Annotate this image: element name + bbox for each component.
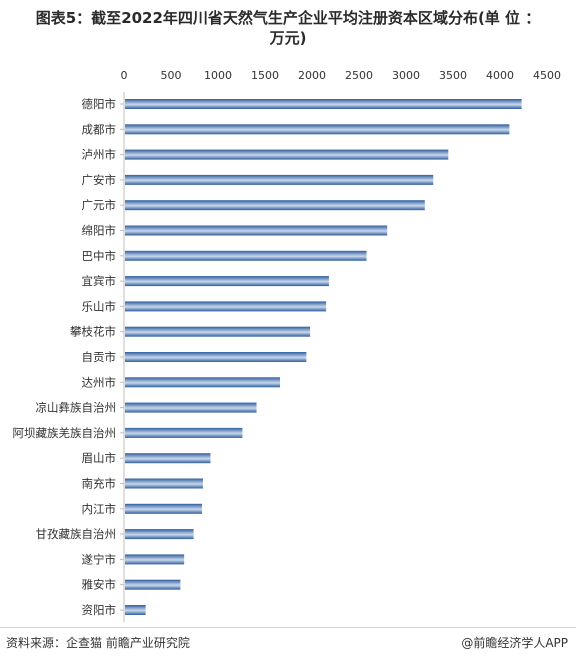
bar [125, 377, 281, 388]
bar [125, 174, 434, 185]
category-label: 巴中市 [82, 249, 117, 263]
x-tick-label: 500 [161, 69, 182, 82]
category-label: 阿坝藏族羌族自治州 [13, 426, 117, 440]
category-label: 成都市 [82, 122, 117, 136]
bar [125, 427, 243, 438]
x-tick-label: 3500 [439, 69, 467, 82]
category-label: 自贡市 [82, 350, 117, 364]
x-axis: 0 500 1000 1500 2000 2500 3000 3500 4000 4500 [121, 69, 562, 82]
bar [125, 225, 388, 236]
x-tick-label: 4500 [533, 69, 561, 82]
category-label: 资阳市 [82, 603, 117, 617]
category-label: 乐山市 [82, 299, 117, 313]
bar [125, 554, 185, 565]
bar [125, 352, 307, 362]
x-tick-label: 3000 [392, 69, 420, 82]
category-label: 泸州市 [82, 148, 117, 162]
bar [125, 503, 203, 514]
source-note: 资料来源：企查猫 前瞻产业研究院 [6, 636, 190, 650]
bar [125, 124, 510, 135]
x-tick-label: 0 [121, 69, 128, 82]
bar [125, 301, 327, 312]
category-label: 眉山市 [82, 451, 117, 465]
category-label: 德阳市 [82, 97, 117, 111]
category-label: 内江市 [82, 502, 117, 516]
x-tick-label: 2500 [345, 69, 373, 82]
category-label: 凉山彝族自治州 [36, 401, 117, 415]
category-labels: 德阳市成都市泸州市广安市广元市绵阳市巴中市宜宾市乐山市攀枝花市自贡市达州市凉山彝… [13, 97, 124, 617]
footer-divider [0, 627, 576, 628]
credit-note: @前瞻经济学人APP [461, 636, 568, 650]
bar [125, 326, 311, 337]
chart-title-line-1: 图表5：截至2022年四川省天然气生产企业平均注册资本区域分布(单 位 ： [35, 9, 541, 27]
category-label: 遂宁市 [82, 552, 117, 566]
category-label: 宜宾市 [82, 274, 117, 288]
category-label: 广安市 [82, 173, 117, 187]
chart-title: 图表5：截至2022年四川省天然气生产企业平均注册资本区域分布(单 位 ： 万元… [0, 8, 576, 48]
x-tick-label: 2000 [298, 69, 326, 82]
bar [125, 276, 329, 287]
bar [125, 453, 211, 464]
bar [125, 579, 181, 590]
bar [125, 529, 194, 540]
chart-title-line-2: 万元) [269, 29, 307, 47]
category-label: 攀枝花市 [70, 325, 116, 339]
bar-series [125, 99, 522, 615]
x-tick-label: 4000 [486, 69, 514, 82]
bar [125, 478, 203, 489]
bar [125, 250, 367, 261]
category-label: 绵阳市 [82, 224, 117, 238]
category-label: 南充市 [82, 477, 117, 491]
category-label: 达州市 [82, 375, 117, 389]
bar [125, 402, 257, 413]
bar [125, 605, 146, 615]
x-tick-label: 1000 [204, 69, 232, 82]
bar [125, 200, 425, 211]
category-label: 广元市 [82, 198, 117, 212]
x-tick-label: 1500 [251, 69, 279, 82]
category-label: 雅安市 [82, 578, 117, 592]
bar [125, 99, 522, 109]
category-label: 甘孜藏族自治州 [36, 527, 117, 541]
bar [125, 149, 449, 160]
